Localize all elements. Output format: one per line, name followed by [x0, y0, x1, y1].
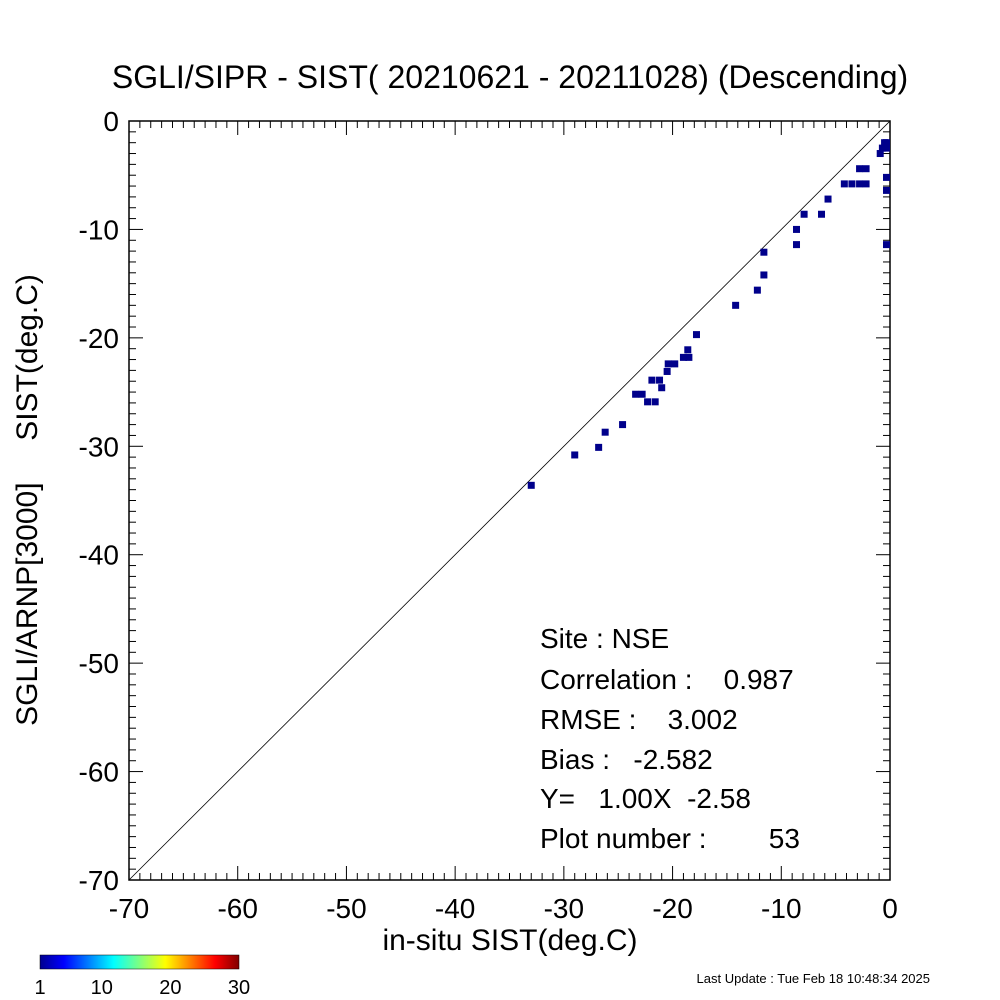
data-point	[656, 376, 664, 384]
data-point	[663, 367, 671, 375]
data-point	[862, 165, 870, 173]
y-axis-title: SGLI/ARNP[3000] SIST(deg.C)	[11, 274, 44, 726]
site-label: Site : NSE	[540, 623, 669, 654]
x-tick-label: -20	[652, 893, 692, 924]
data-point	[760, 248, 768, 256]
correlation-label: Correlation : 0.987	[540, 664, 794, 695]
data-point	[732, 301, 740, 309]
x-tick-labels: -70 -60 -50 -40 -30 -20 -10 0	[109, 893, 898, 924]
data-point	[824, 195, 832, 203]
data-point	[692, 331, 700, 339]
data-point	[679, 353, 687, 361]
x-axis-title: in-situ SIST(deg.C)	[382, 924, 637, 957]
y-tick-label: -20	[79, 323, 119, 354]
data-point	[638, 390, 646, 398]
y-tick-label: -60	[79, 757, 119, 788]
colorbar-labels: 1 10 20 30	[34, 977, 250, 999]
data-point	[760, 271, 768, 279]
x-tick-label: -10	[761, 893, 801, 924]
y-tick-label: -10	[79, 214, 119, 245]
colorbar	[39, 954, 240, 970]
one-to-one-line	[128, 120, 891, 881]
data-point	[644, 398, 652, 406]
chart-title: SGLI/SIPR - SIST( 20210621 - 20211028) (…	[112, 59, 908, 95]
x-tick-label: -40	[435, 893, 475, 924]
data-point	[876, 150, 884, 158]
x-tick-label: -30	[544, 893, 584, 924]
regression-label: Y= 1.00X -2.58	[540, 783, 751, 814]
data-point	[527, 481, 535, 489]
data-point	[878, 144, 886, 152]
data-point	[793, 241, 801, 249]
data-point	[648, 376, 656, 384]
data-point	[671, 360, 679, 368]
major-ticks	[128, 120, 891, 881]
stats-box: Site : NSE Correlation : 0.987 RMSE : 3.…	[540, 623, 800, 854]
data-point	[883, 139, 890, 147]
colorbar-tick-label: 10	[91, 977, 113, 999]
data-point	[856, 165, 864, 173]
data-points	[527, 139, 890, 489]
data-point	[883, 186, 890, 194]
data-point	[883, 173, 890, 181]
data-point	[658, 384, 666, 392]
data-point	[883, 241, 890, 249]
bias-label: Bias : -2.582	[540, 744, 713, 775]
data-point	[651, 398, 659, 406]
y-tick-label: -40	[79, 540, 119, 571]
x-tick-label: 0	[882, 893, 898, 924]
last-update-text: Last Update : Tue Feb 18 10:48:34 2025	[697, 971, 930, 986]
data-point	[883, 144, 890, 152]
x-tick-label: -60	[217, 893, 257, 924]
y-tick-label: -30	[79, 431, 119, 462]
data-point	[840, 180, 848, 188]
data-point	[753, 286, 761, 294]
data-point	[619, 421, 627, 429]
plot-number-label: Plot number : 53	[540, 823, 800, 854]
data-point	[848, 180, 856, 188]
data-point	[685, 353, 693, 361]
colorbar-tick-label: 1	[34, 977, 45, 999]
data-point	[684, 346, 692, 354]
data-point	[793, 225, 801, 233]
data-point	[664, 360, 672, 368]
colorbar-tick-label: 20	[159, 977, 181, 999]
minor-ticks	[129, 121, 890, 880]
data-point	[595, 443, 603, 451]
data-point	[571, 451, 579, 459]
data-point	[632, 390, 640, 398]
y-tick-label: -70	[79, 865, 119, 896]
y-tick-labels: -70 -60 -50 -40 -30 -20 -10 0	[79, 106, 119, 896]
x-tick-label: -50	[326, 893, 366, 924]
rmse-label: RMSE : 3.002	[540, 704, 738, 735]
data-point	[818, 210, 826, 218]
data-point	[856, 180, 864, 188]
y-tick-label: -50	[79, 648, 119, 679]
data-point	[800, 210, 808, 218]
data-point	[601, 428, 609, 436]
x-tick-label: -70	[109, 893, 149, 924]
y-tick-label: 0	[103, 106, 119, 137]
data-point	[862, 180, 870, 188]
colorbar-tick-label: 30	[228, 977, 250, 999]
